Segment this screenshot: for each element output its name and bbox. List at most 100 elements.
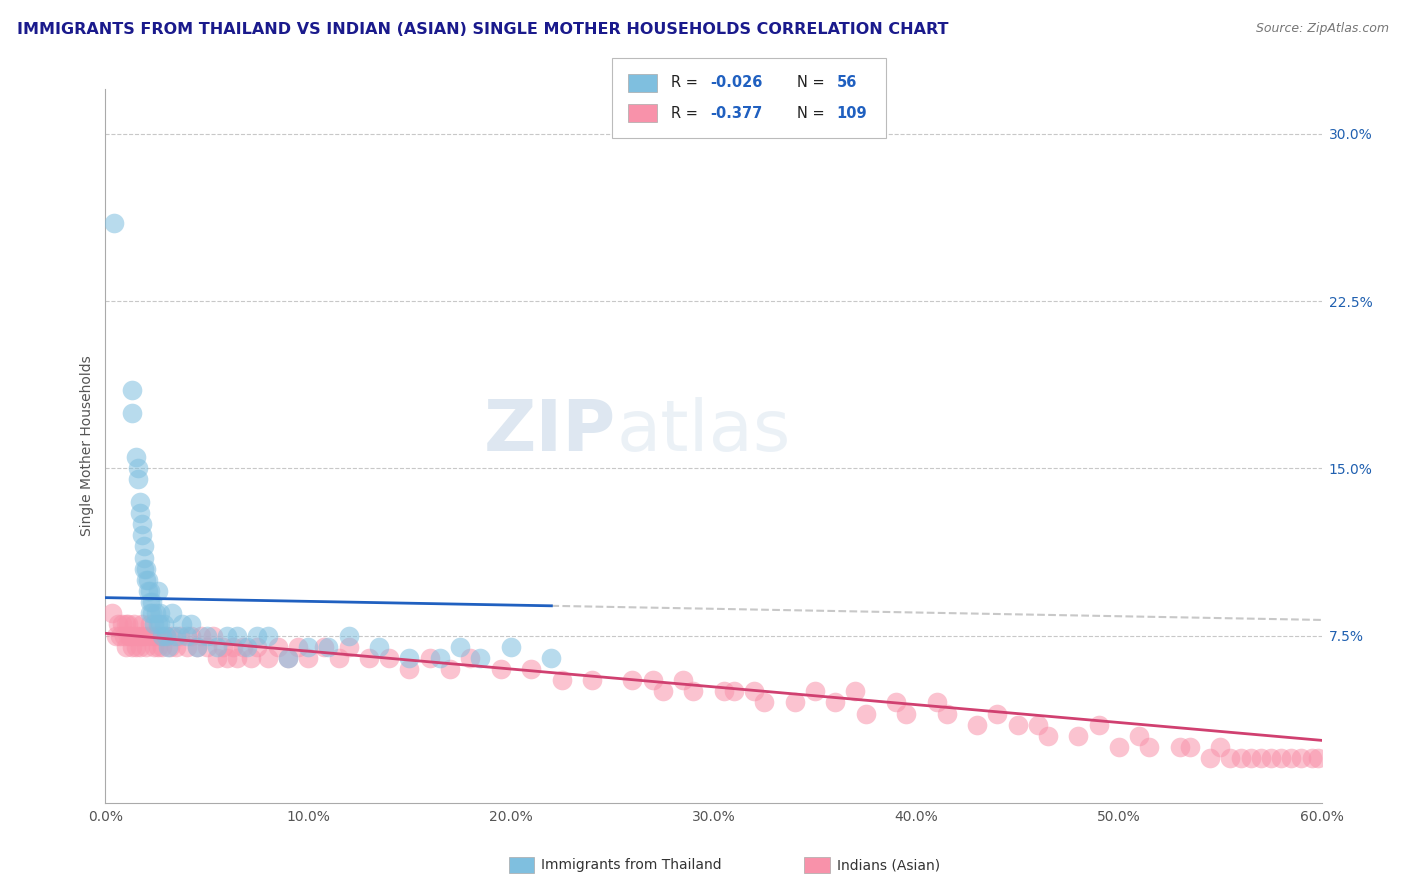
Point bbox=[131, 528, 153, 542]
Point bbox=[458, 651, 481, 665]
Point bbox=[641, 673, 664, 687]
Point bbox=[150, 628, 173, 642]
Point bbox=[337, 640, 360, 654]
Point bbox=[267, 640, 290, 654]
Point bbox=[195, 640, 218, 654]
Point bbox=[104, 628, 127, 642]
Text: R =: R = bbox=[671, 106, 702, 120]
Text: Source: ZipAtlas.com: Source: ZipAtlas.com bbox=[1256, 22, 1389, 36]
Point bbox=[141, 628, 163, 642]
Point bbox=[107, 617, 129, 632]
Point bbox=[1209, 740, 1232, 755]
Point bbox=[132, 562, 155, 576]
Point bbox=[162, 607, 184, 621]
Point bbox=[1219, 751, 1241, 765]
Point bbox=[180, 628, 202, 642]
Point bbox=[246, 628, 269, 642]
Point bbox=[1128, 729, 1150, 743]
Point bbox=[378, 651, 401, 665]
Point bbox=[520, 662, 543, 676]
Point bbox=[121, 405, 143, 420]
Point bbox=[966, 717, 988, 731]
Point bbox=[117, 628, 139, 642]
Point bbox=[581, 673, 603, 687]
Point bbox=[1229, 751, 1251, 765]
Point bbox=[190, 628, 212, 642]
Point bbox=[127, 628, 149, 642]
Point bbox=[100, 607, 122, 621]
Point bbox=[180, 617, 202, 632]
Point bbox=[256, 651, 278, 665]
Point bbox=[217, 651, 239, 665]
Point bbox=[449, 640, 471, 654]
Text: -0.026: -0.026 bbox=[710, 76, 762, 90]
Point bbox=[165, 628, 187, 642]
Text: Immigrants from Thailand: Immigrants from Thailand bbox=[541, 858, 721, 872]
Point bbox=[1260, 751, 1282, 765]
Point bbox=[1137, 740, 1160, 755]
Point bbox=[1168, 740, 1191, 755]
Point bbox=[131, 517, 153, 532]
Point bbox=[205, 640, 228, 654]
Point bbox=[328, 651, 350, 665]
Point bbox=[824, 696, 846, 710]
Point bbox=[935, 706, 957, 721]
Point bbox=[186, 640, 208, 654]
Point bbox=[925, 696, 948, 710]
Point bbox=[742, 684, 765, 698]
Point bbox=[145, 628, 167, 642]
Point bbox=[132, 539, 155, 553]
Point bbox=[489, 662, 512, 676]
Point bbox=[232, 640, 254, 654]
Point bbox=[1240, 751, 1263, 765]
Point bbox=[132, 550, 155, 565]
Point bbox=[240, 651, 263, 665]
Point bbox=[804, 684, 827, 698]
Point bbox=[1108, 740, 1130, 755]
Point bbox=[127, 473, 149, 487]
Point bbox=[1301, 751, 1323, 765]
Point bbox=[1067, 729, 1090, 743]
Point bbox=[1279, 751, 1302, 765]
Point bbox=[226, 651, 249, 665]
Point bbox=[155, 628, 177, 642]
Point bbox=[419, 651, 441, 665]
Point bbox=[682, 684, 704, 698]
Point bbox=[1087, 717, 1109, 731]
Point bbox=[135, 573, 157, 587]
Point bbox=[314, 640, 336, 654]
Point bbox=[155, 628, 177, 642]
Point bbox=[149, 617, 172, 632]
Point bbox=[212, 640, 235, 654]
Point bbox=[149, 628, 172, 642]
Point bbox=[169, 628, 191, 642]
Point bbox=[103, 216, 125, 230]
Point bbox=[135, 640, 157, 654]
Point bbox=[125, 628, 148, 642]
Point bbox=[136, 583, 159, 598]
Point bbox=[139, 583, 162, 598]
Point bbox=[1306, 751, 1329, 765]
Point bbox=[439, 662, 461, 676]
Point bbox=[121, 640, 143, 654]
Point bbox=[121, 384, 143, 398]
Point bbox=[195, 628, 218, 642]
Text: N =: N = bbox=[797, 106, 830, 120]
Text: -0.377: -0.377 bbox=[710, 106, 762, 120]
Point bbox=[139, 617, 162, 632]
Point bbox=[337, 628, 360, 642]
Point bbox=[176, 628, 198, 642]
Point bbox=[118, 628, 141, 642]
Point bbox=[146, 640, 169, 654]
Point bbox=[297, 651, 319, 665]
Point bbox=[108, 628, 131, 642]
Point bbox=[277, 651, 299, 665]
Text: N =: N = bbox=[797, 76, 830, 90]
Point bbox=[146, 617, 169, 632]
Text: R =: R = bbox=[671, 76, 702, 90]
Point bbox=[176, 640, 198, 654]
Point bbox=[1026, 717, 1049, 731]
Text: 56: 56 bbox=[837, 76, 856, 90]
Text: Indians (Asian): Indians (Asian) bbox=[837, 858, 939, 872]
Point bbox=[135, 562, 157, 576]
